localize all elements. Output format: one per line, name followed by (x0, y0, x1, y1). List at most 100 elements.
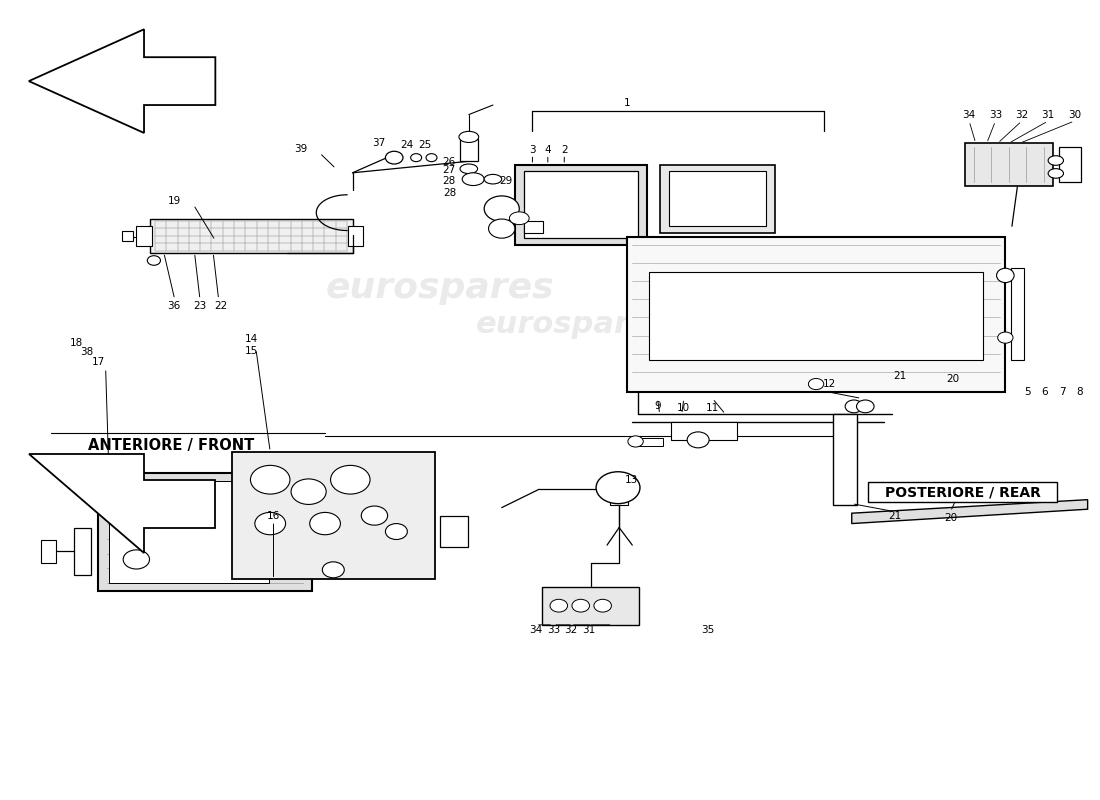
Text: 2: 2 (561, 145, 568, 154)
Ellipse shape (484, 174, 502, 184)
Text: 31: 31 (1042, 110, 1055, 120)
Ellipse shape (410, 154, 421, 162)
Text: 33: 33 (547, 625, 560, 634)
Text: 15: 15 (245, 346, 258, 355)
Text: 10: 10 (678, 403, 691, 413)
Ellipse shape (385, 523, 407, 539)
Text: 8: 8 (1077, 387, 1084, 397)
Ellipse shape (255, 513, 286, 534)
Text: 14: 14 (245, 334, 258, 345)
Bar (136, 226, 152, 246)
Bar (109, 482, 270, 583)
Text: 4: 4 (544, 145, 551, 154)
Bar (965, 143, 1053, 186)
Text: 18: 18 (69, 338, 82, 347)
Ellipse shape (460, 164, 477, 174)
Polygon shape (29, 454, 216, 553)
Text: 21: 21 (893, 371, 906, 381)
Text: 34: 34 (962, 110, 976, 120)
Text: eurospares: eurospares (326, 271, 554, 306)
Bar (868, 482, 1057, 502)
Text: 33: 33 (989, 110, 1002, 120)
Text: 26: 26 (442, 158, 455, 167)
Bar (232, 452, 434, 579)
Bar (542, 586, 639, 625)
Text: POSTERIORE / REAR: POSTERIORE / REAR (884, 485, 1041, 499)
Text: ANTERIORE / FRONT: ANTERIORE / FRONT (88, 438, 254, 453)
Ellipse shape (459, 131, 478, 142)
Bar (1011, 269, 1024, 360)
Bar (524, 171, 638, 238)
Text: 13: 13 (625, 474, 638, 485)
Ellipse shape (361, 506, 387, 525)
Ellipse shape (628, 436, 643, 447)
Bar (122, 231, 133, 241)
Polygon shape (851, 500, 1088, 523)
Ellipse shape (572, 599, 590, 612)
Ellipse shape (596, 472, 640, 504)
Text: 21: 21 (888, 511, 901, 522)
Ellipse shape (251, 466, 290, 494)
Bar (632, 438, 663, 446)
Text: 39: 39 (295, 144, 308, 154)
Ellipse shape (857, 400, 874, 413)
Text: 32: 32 (564, 625, 578, 634)
Text: 9: 9 (654, 401, 661, 410)
Ellipse shape (509, 212, 529, 225)
Ellipse shape (310, 513, 340, 534)
Ellipse shape (331, 466, 370, 494)
Text: 11: 11 (706, 403, 719, 413)
Bar (41, 539, 56, 563)
Text: 1: 1 (624, 98, 630, 109)
Ellipse shape (426, 154, 437, 162)
Text: 31: 31 (582, 625, 595, 634)
Text: 7: 7 (1059, 387, 1066, 397)
Polygon shape (29, 30, 216, 133)
Ellipse shape (594, 599, 612, 612)
Ellipse shape (322, 562, 344, 578)
Text: 19: 19 (168, 196, 182, 206)
Text: 37: 37 (372, 138, 385, 148)
Text: 3: 3 (529, 145, 536, 154)
Bar (98, 474, 312, 591)
Text: 16: 16 (267, 511, 280, 522)
Ellipse shape (540, 174, 611, 229)
Ellipse shape (688, 432, 710, 448)
Ellipse shape (997, 268, 1014, 282)
Bar (669, 171, 767, 226)
Ellipse shape (292, 479, 327, 505)
Text: 25: 25 (418, 140, 431, 150)
Text: 32: 32 (1015, 110, 1028, 120)
Ellipse shape (808, 378, 824, 390)
Text: 12: 12 (823, 379, 836, 389)
Text: 28: 28 (442, 176, 455, 186)
Text: 24: 24 (400, 140, 414, 150)
Text: 36: 36 (167, 301, 180, 311)
Text: 20: 20 (946, 374, 959, 384)
Bar (671, 422, 737, 440)
Text: 28: 28 (443, 188, 456, 198)
Text: 22: 22 (214, 301, 228, 311)
Bar (515, 165, 647, 245)
Ellipse shape (1048, 169, 1064, 178)
Text: 35: 35 (702, 625, 715, 634)
Text: 27: 27 (442, 166, 455, 175)
Text: 34: 34 (529, 625, 542, 634)
Bar (610, 488, 628, 506)
Bar (649, 273, 983, 360)
Text: 23: 23 (194, 301, 207, 311)
Ellipse shape (550, 599, 568, 612)
Bar (74, 527, 91, 575)
Text: 17: 17 (91, 357, 104, 366)
Text: 5: 5 (1024, 387, 1031, 397)
Ellipse shape (385, 151, 403, 164)
Ellipse shape (488, 219, 515, 238)
Bar (1059, 147, 1081, 182)
Bar (460, 138, 477, 161)
Bar (348, 226, 363, 246)
Bar (524, 222, 543, 233)
Text: 6: 6 (1042, 387, 1048, 397)
Ellipse shape (123, 550, 150, 569)
Bar (833, 414, 857, 506)
Ellipse shape (845, 400, 862, 413)
